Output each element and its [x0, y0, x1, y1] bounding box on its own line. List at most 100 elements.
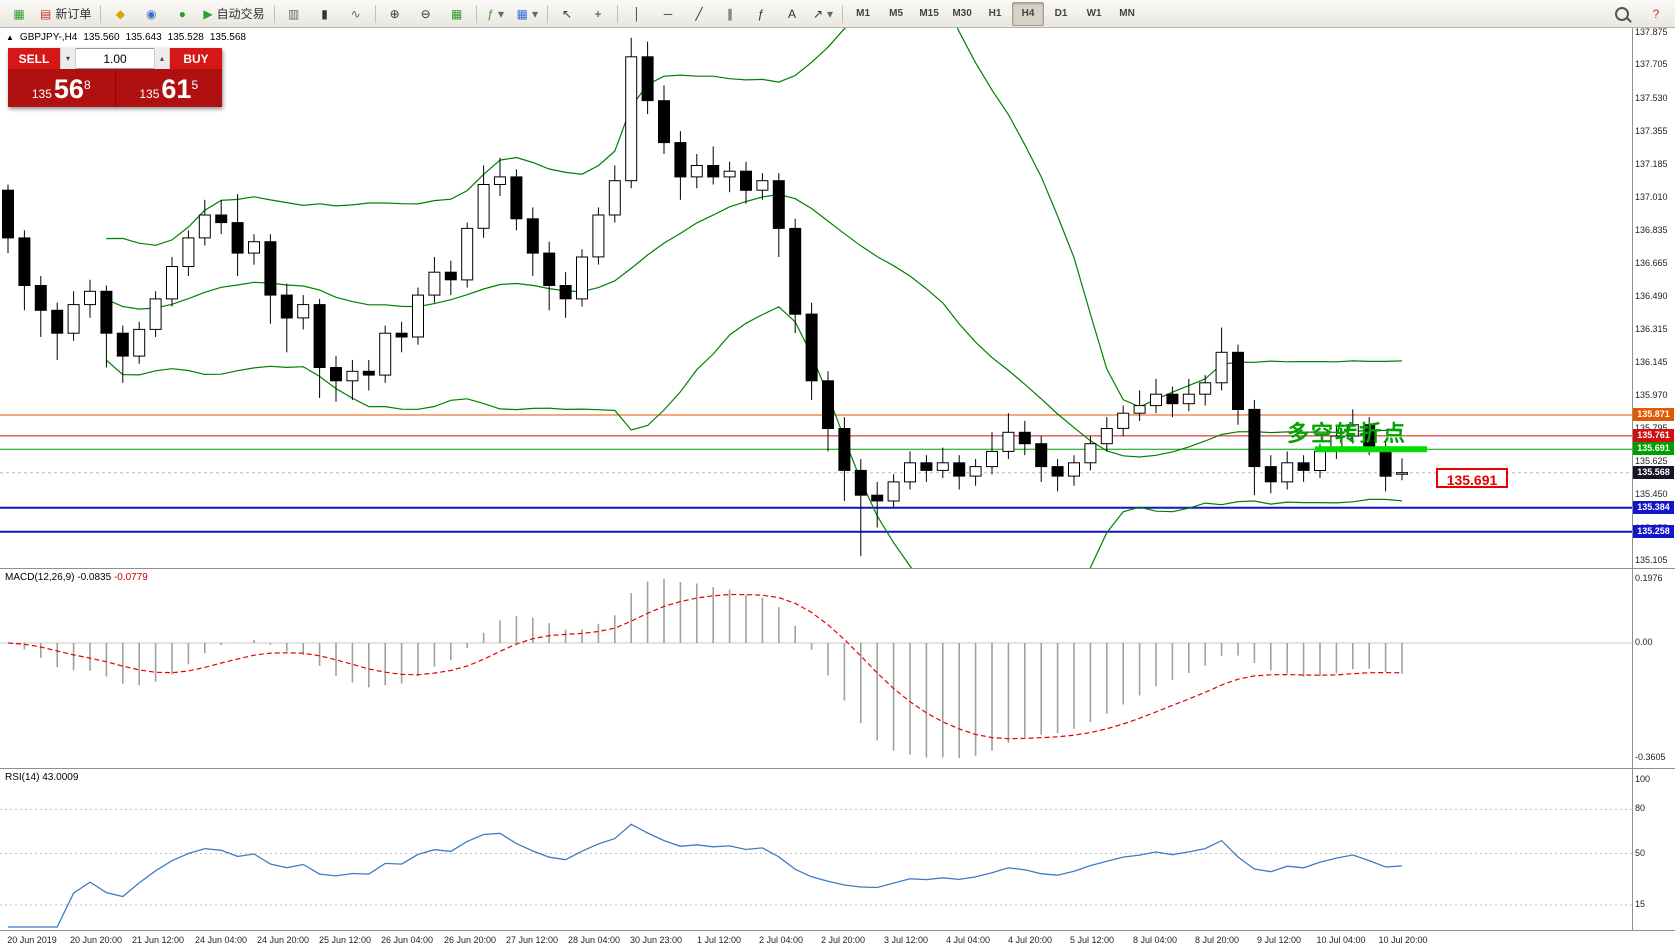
time-axis-label: 5 Jul 12:00	[1069, 935, 1115, 945]
bollinger-band-line	[106, 28, 1403, 408]
rsi-subwindow: RSI(14) 43.0009 100 80 50 15	[0, 768, 1675, 930]
indicators-button[interactable]: ƒ ▾	[481, 2, 511, 26]
candle-body	[707, 165, 720, 178]
rsi-line	[8, 823, 1403, 928]
candle-body	[543, 252, 556, 287]
rsi-axis[interactable]: 100 80 50 15	[1632, 769, 1675, 930]
horizontal-line-tool-button[interactable]: ─	[653, 2, 683, 26]
market-watch-button[interactable]: ◆	[105, 2, 135, 26]
timeframe-w1[interactable]: W1	[1086, 8, 1102, 19]
candle-body	[248, 241, 260, 254]
timeframe-mn[interactable]: MN	[1119, 8, 1135, 19]
candle-body	[576, 256, 588, 300]
time-axis-label: 9 Jul 12:00	[1256, 935, 1302, 945]
candlestick-chart[interactable]	[0, 28, 1632, 568]
chart-template-button[interactable]: ▦ ▾	[512, 2, 543, 26]
rsi-axis-label: 50	[1635, 848, 1646, 858]
new-order-button[interactable]: ▤ 新订单	[35, 2, 96, 26]
buy-price-button[interactable]: 135 61 5	[114, 69, 222, 107]
time-axis-label: 3 Jul 12:00	[883, 935, 929, 945]
candle-chart-button[interactable]: ▮	[310, 2, 340, 26]
cursor-tool-button[interactable]: ↖	[552, 2, 582, 26]
vertical-line-tool-button[interactable]: │	[622, 2, 652, 26]
toolbar-separator	[842, 4, 844, 23]
volume-down-button[interactable]: ▾	[60, 48, 76, 69]
sell-button[interactable]: SELL	[8, 48, 60, 69]
symbol-label: GBPJPY-,H4	[19, 32, 78, 43]
candle-body	[953, 462, 966, 477]
candle-body	[838, 428, 851, 471]
candle-body	[100, 290, 113, 334]
timeframe-m15[interactable]: M15	[919, 8, 939, 19]
candle-body	[133, 328, 146, 357]
macd-histogram	[23, 579, 1403, 758]
timeframe-h4[interactable]: H4	[1012, 1, 1045, 26]
price-axis-label: 136.835	[1635, 225, 1668, 235]
price-axis-label: 137.185	[1635, 159, 1668, 169]
rsi-chart[interactable]	[0, 769, 1632, 930]
zoom-out-button[interactable]: ⊖	[411, 2, 441, 26]
turning-point-annotation[interactable]: 多空转折点	[1287, 421, 1408, 446]
cursor-icon: ↖	[561, 6, 573, 21]
time-axis-label: 2 Jul 04:00	[758, 935, 804, 945]
volume-up-button[interactable]: ▴	[154, 48, 170, 69]
volume-input[interactable]	[76, 49, 154, 68]
time-axis-label: 10 Jul 04:00	[1316, 935, 1366, 945]
time-axis[interactable]: 20 Jun 2019 20 Jun 20:00 21 Jun 12:00 24 Ju…	[0, 930, 1675, 951]
time-axis-label: 20 Jun 20:00	[69, 935, 123, 945]
price-badge: 135.258	[1633, 525, 1674, 538]
channel-tool-button[interactable]: ∥	[715, 2, 745, 26]
sell-price-sup: 8	[83, 78, 91, 92]
sell-price-button[interactable]: 135 56 8	[8, 69, 115, 107]
bar-chart-button[interactable]: ▥	[279, 2, 309, 26]
price-axis[interactable]: 137.875 137.705 137.530 137.355 137.185 137.0…	[1632, 27, 1675, 568]
time-axis-label: 26 Jun 04:00	[380, 935, 434, 945]
candle-body	[1346, 424, 1359, 437]
crosshair-tool-button[interactable]: +	[583, 2, 613, 26]
timeframe-m1[interactable]: M1	[856, 8, 871, 19]
line-chart-icon: ∿	[350, 6, 361, 21]
candle-body	[428, 271, 441, 296]
search-button[interactable]	[1607, 2, 1637, 26]
candle-chart-icon: ▮	[321, 6, 328, 21]
collapse-triangle-icon[interactable]: ▲	[6, 33, 14, 42]
candle-body	[887, 481, 900, 502]
timeframe-m30[interactable]: M30	[952, 8, 972, 19]
text-tool-button[interactable]: A	[777, 2, 807, 26]
macd-chart[interactable]	[0, 569, 1632, 768]
timeframe-h1[interactable]: H1	[988, 8, 1002, 19]
navigator-button[interactable]: ◉	[136, 2, 166, 26]
candle-body	[920, 462, 933, 471]
chevron-down-icon: ▾	[497, 6, 504, 21]
rsi-value: 43.0009	[42, 772, 79, 783]
terminal-button[interactable]: ●	[167, 2, 197, 26]
candle-body	[904, 462, 916, 483]
fibonacci-icon: ƒ	[757, 6, 765, 21]
buy-button[interactable]: BUY	[170, 48, 222, 69]
macd-axis[interactable]: 0.1976 0.00 -0.3605	[1632, 569, 1675, 768]
help-button[interactable]: ?	[1641, 2, 1671, 26]
buy-price-sup: 5	[191, 78, 199, 92]
candle-body	[1199, 382, 1212, 395]
zoom-in-button[interactable]: ⊕	[380, 2, 410, 26]
high-value: 135.643	[125, 32, 162, 43]
toolbar-separator	[546, 4, 548, 23]
zoom-in-icon: ⊕	[389, 6, 400, 21]
candle-body	[412, 294, 424, 338]
candle-body	[1133, 405, 1146, 414]
line-chart-button[interactable]: ∿	[341, 2, 371, 26]
timeframe-m5[interactable]: M5	[889, 8, 904, 19]
fibonacci-tool-button[interactable]: ƒ	[746, 2, 776, 26]
candle-body	[1068, 462, 1080, 477]
price-axis-label: 136.665	[1635, 258, 1668, 268]
auto-trading-button[interactable]: ▶ 自动交易	[198, 2, 269, 26]
timeframe-d1[interactable]: D1	[1054, 8, 1068, 19]
time-axis-label: 4 Jul 20:00	[1007, 935, 1053, 945]
arrow-tool-button[interactable]: ↗ ▾	[808, 2, 838, 26]
tile-windows-button[interactable]: ▦	[442, 2, 472, 26]
candle-body	[280, 294, 293, 319]
price-tag-label[interactable]: 135.691	[1436, 468, 1508, 488]
trendline-icon: ╱	[695, 6, 703, 21]
candle-body	[2, 189, 14, 239]
trendline-tool-button[interactable]: ╱	[684, 2, 714, 26]
